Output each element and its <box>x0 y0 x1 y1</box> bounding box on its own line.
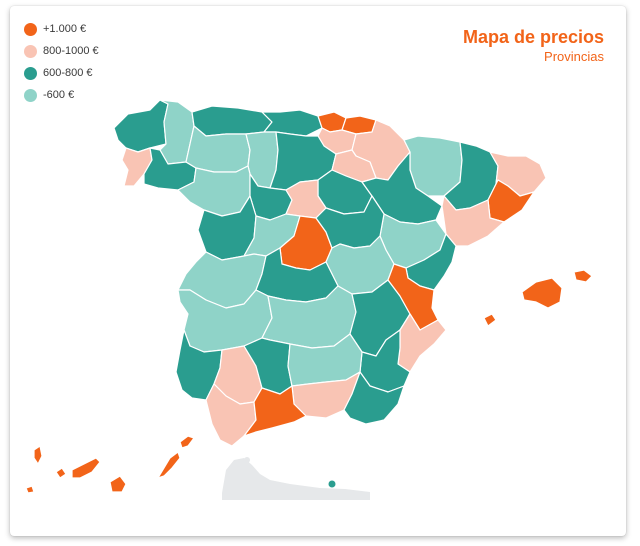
map-card: +1.000 € 800-1000 € 600-800 € -600 € Map… <box>10 6 626 536</box>
province-almeria[interactable] <box>343 371 405 425</box>
island-fuerteventura[interactable] <box>157 451 181 479</box>
legend-label-mid-high: 800-1000 € <box>43 45 99 57</box>
legend-item-mid-high: 800-1000 € <box>24 40 99 62</box>
legend-swatch-mid-high <box>24 44 37 58</box>
island-la-gomera[interactable] <box>55 467 67 479</box>
legend: +1.000 € 800-1000 € 600-800 € -600 € <box>24 18 99 106</box>
legend-swatch-mid <box>24 66 37 80</box>
map-title: Mapa de precios <box>462 27 604 47</box>
legend-label-low: -600 € <box>43 89 75 101</box>
province-valencia[interactable] <box>387 263 439 331</box>
island-gran-canaria[interactable] <box>109 475 127 493</box>
legend-swatch-high <box>24 22 37 36</box>
province-pontevedra[interactable] <box>121 147 153 187</box>
island-el-hierro[interactable] <box>25 485 35 494</box>
island-lanzarote[interactable] <box>179 435 195 449</box>
province-malaga[interactable] <box>243 385 307 437</box>
island-tenerife[interactable] <box>71 457 101 479</box>
island-la-palma[interactable] <box>33 445 43 465</box>
ceuta <box>244 457 250 463</box>
africa-coast <box>222 458 370 500</box>
map-subtitle: Provincias <box>544 49 604 64</box>
legend-item-high: +1.000 € <box>24 18 99 40</box>
island-ibiza[interactable] <box>483 313 497 327</box>
province-asturias[interactable] <box>191 105 273 137</box>
legend-label-mid: 600-800 € <box>43 67 93 79</box>
spain-province-map <box>25 99 593 500</box>
province-a-coruna[interactable] <box>113 99 169 153</box>
island-menorca[interactable] <box>573 269 593 283</box>
title-block: Mapa de precios Provincias <box>463 26 604 66</box>
legend-item-mid: 600-800 € <box>24 62 99 84</box>
legend-swatch-low <box>24 88 37 102</box>
legend-item-low: -600 € <box>24 84 99 106</box>
island-mallorca[interactable] <box>521 277 563 309</box>
legend-label-high: +1.000 € <box>43 23 87 35</box>
melilla <box>328 480 336 488</box>
